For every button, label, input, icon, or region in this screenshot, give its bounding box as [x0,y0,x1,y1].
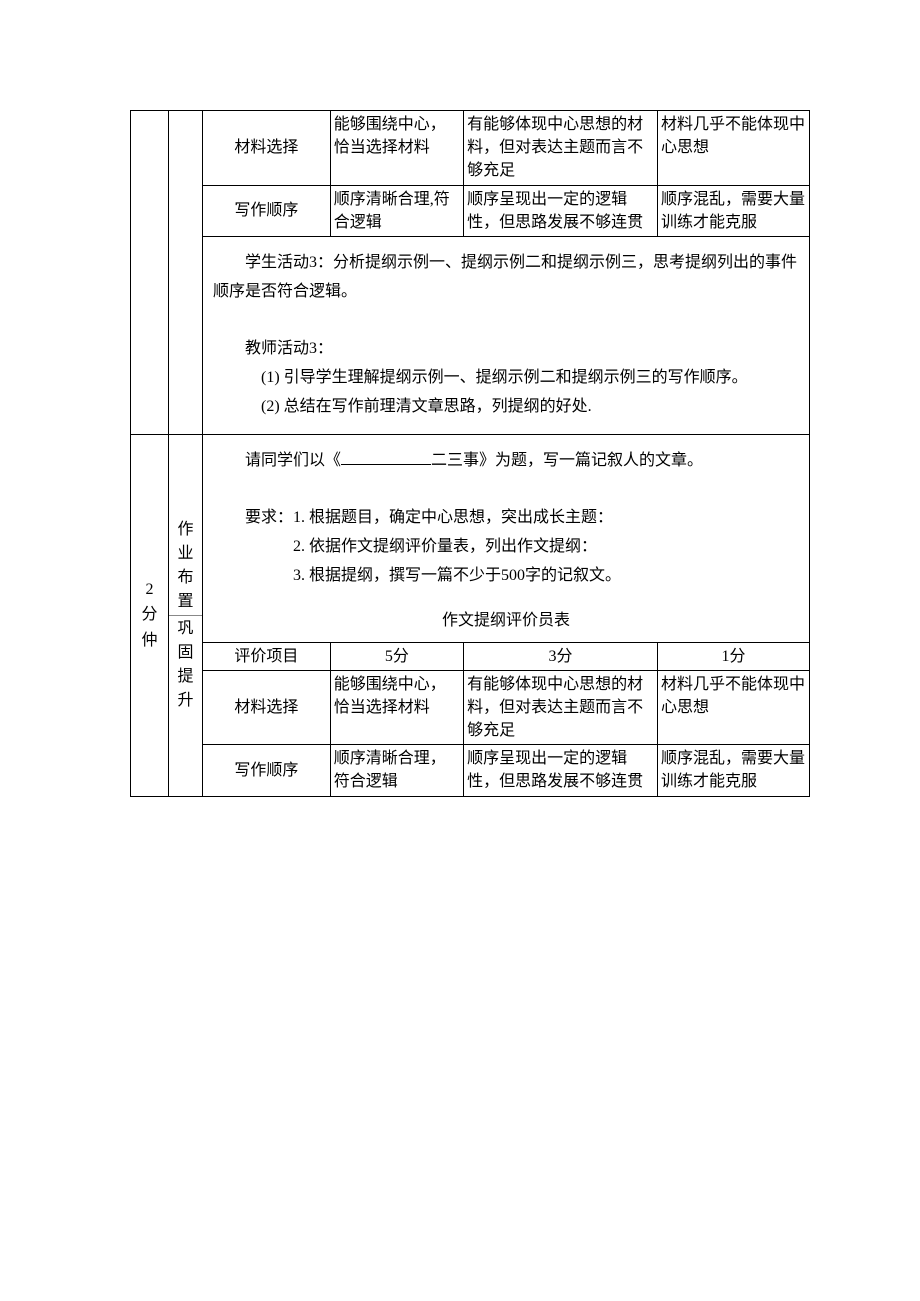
top-rubric-table: 材料选择 能够围绕中心，恰当选择材料 有能够体现中心思想的材料，但对表达主题而言… [203,111,809,236]
req-label: 要求： [245,509,293,526]
top-time-col [131,111,169,435]
assign-prefix: 请同学们以《 [245,452,341,469]
time-line: 2 [131,577,168,603]
requirements: 要求：1. 根据题目，确定中心思想，突出成长主题： 2. 依据作文提纲评价量表，… [213,504,799,590]
teacher-point-1: (1) 引导学生理解提纲示例一、提纲示例二和提纲示例三的写作顺序。 [213,364,799,393]
rubric-3pt: 顺序呈现出一定的逻辑性，但思路发展不够连贯 [464,185,658,236]
top-prose: 学生活动3：分析提纲示例一、提纲示例二和提纲示例三，思考提纲列出的事件顺序是否符… [203,237,809,434]
student-activity: 学生活动3：分析提纲示例一、提纲示例二和提纲示例三，思考提纲列出的事件顺序是否符… [213,249,799,307]
teacher-activity-label: 教师活动3： [213,335,799,364]
rubric-item: 材料选择 [203,111,330,185]
rubric-1pt: 顺序混乱，需要大量训练才能克服 [657,745,809,796]
time-line: 分 [131,602,168,628]
rubric-header: 1分 [657,642,809,670]
top-stage-col [169,111,203,435]
stage-char: 巩 [169,617,202,641]
page: 材料选择 能够围绕中心，恰当选择材料 有能够体现中心思想的材料，但对表达主题而言… [0,0,920,907]
rubric-caption: 作文提纲评价员表 [213,607,799,636]
rubric-header: 5分 [330,642,463,670]
assignment-prompt: 请同学们以《 二三事》为题，写一篇记叙人的文章。 [213,447,799,476]
req-3: 3. 根据提纲，撰写一篇不少于500字的记叙文。 [213,562,799,591]
bottom-rubric-table: 评价项目 5分 3分 1分 材料选择 能够围绕中心，恰当选择材料 有能够体现中心… [203,642,809,796]
stage-char: 作 [169,518,202,542]
rubric-item: 写作顺序 [203,185,330,236]
stage-char: 业 [169,542,202,566]
lesson-table: 材料选择 能够围绕中心，恰当选择材料 有能够体现中心思想的材料，但对表达主题而言… [130,110,810,797]
bottom-time-col: 2 分 仲 [131,434,169,796]
rubric-header: 3分 [464,642,658,670]
rubric-1pt: 材料几乎不能体现中心思想 [657,670,809,745]
rubric-3pt: 有能够体现中心思想的材料，但对表达主题而言不够充足 [464,670,658,745]
rubric-1pt: 材料几乎不能体现中心思想 [657,111,809,185]
stage-char: 置 [169,590,202,614]
bottom-content-cell: 请同学们以《 二三事》为题，写一篇记叙人的文章。 要求：1. 根据题目，确定中心思… [203,434,810,796]
top-rubric-cell: 材料选择 能够围绕中心，恰当选择材料 有能够体现中心思想的材料，但对表达主题而言… [203,111,810,237]
rubric-5pt: 顺序清晰合理，符合逻辑 [330,745,463,796]
req-1: 1. 根据题目，确定中心思想，突出成长主题： [293,509,613,526]
rubric-item: 材料选择 [203,670,330,745]
time-line: 仲 [131,628,168,654]
top-prose-cell: 学生活动3：分析提纲示例一、提纲示例二和提纲示例三，思考提纲列出的事件顺序是否符… [203,236,810,434]
fill-blank [341,449,431,465]
rubric-5pt: 能够围绕中心，恰当选择材料 [330,670,463,745]
rubric-1pt: 顺序混乱，需要大量训练才能克服 [657,185,809,236]
assignment-block: 请同学们以《 二三事》为题，写一篇记叙人的文章。 要求：1. 根据题目，确定中心思… [203,435,809,636]
rubric-header: 评价项目 [203,642,330,670]
req-line: 要求：1. 根据题目，确定中心思想，突出成长主题： [213,504,799,533]
activity-label: 学生活动3： [245,254,333,271]
rubric-3pt: 有能够体现中心思想的材料，但对表达主题而言不够充足 [464,111,658,185]
stage-char: 固 [169,641,202,665]
rubric-5pt: 能够围绕中心，恰当选择材料 [330,111,463,185]
req-2: 2. 依据作文提纲评价量表，列出作文提纲： [213,533,799,562]
rubric-item: 写作顺序 [203,745,330,796]
rubric-3pt: 顺序呈现出一定的逻辑性，但思路发展不够连贯 [464,745,658,796]
stage-char: 布 [169,566,202,590]
rubric-5pt: 顺序清晰合理,符合逻辑 [330,185,463,236]
teacher-point-2: (2) 总结在写作前理清文章思路，列提纲的好处. [213,393,799,422]
bottom-stage-col: 作 业 布 置 巩 固 提 升 [169,434,203,796]
assign-suffix: 二三事》为题，写一篇记叙人的文章。 [431,452,703,469]
stage-char: 提 [169,665,202,689]
stage-char: 升 [169,689,202,713]
